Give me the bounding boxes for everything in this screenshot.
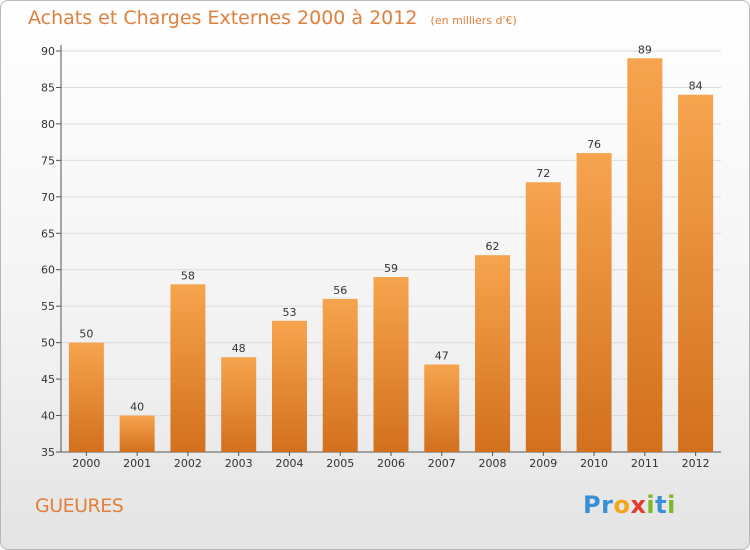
chart-subtitle: (en milliers d'€) <box>430 14 517 27</box>
y-tick-label: 90 <box>41 45 55 58</box>
x-tick-label: 2012 <box>682 457 710 470</box>
bar-2003 <box>221 357 257 452</box>
bar-2008 <box>475 255 511 452</box>
y-tick-label: 45 <box>41 373 55 386</box>
y-tick-label: 50 <box>41 337 55 350</box>
data-labels: 50 40 58 48 53 56 59 47 62 72 76 89 84 <box>79 43 702 413</box>
bar-2004 <box>271 320 307 452</box>
bar-2007 <box>424 364 460 452</box>
x-tick-label: 2010 <box>580 457 608 470</box>
bar-2002 <box>170 284 206 452</box>
y-tick-label: 85 <box>41 81 55 94</box>
proxiti-logo[interactable]: Proxiti <box>583 491 676 519</box>
x-tick-label: 2004 <box>275 457 303 470</box>
x-tick-label: 2007 <box>428 457 456 470</box>
data-label: 84 <box>689 80 703 93</box>
x-tick-label: 2006 <box>377 457 405 470</box>
data-label: 56 <box>333 284 347 297</box>
data-label: 53 <box>282 306 296 319</box>
logo-letter: t <box>655 491 668 519</box>
y-tick-label: 80 <box>41 118 55 131</box>
bar-2011 <box>627 58 663 453</box>
y-tick-label: 75 <box>41 154 55 167</box>
data-label: 59 <box>384 262 398 275</box>
logo-letter: P <box>583 491 602 519</box>
place-name: GUEURES <box>35 495 124 517</box>
bar-2010 <box>576 153 612 452</box>
logo-letter: o <box>613 491 631 519</box>
data-label: 89 <box>638 43 652 56</box>
y-tick-label: 60 <box>41 264 55 277</box>
y-tick-label: 70 <box>41 191 55 204</box>
bar-2005 <box>322 298 358 452</box>
chart-title: Achats et Charges Externes 2000 à 2012 <box>28 7 418 29</box>
x-tick-label: 2009 <box>529 457 557 470</box>
logo-letter: i <box>667 491 676 519</box>
bar-2009 <box>525 182 561 452</box>
x-tick-label: 2011 <box>631 457 659 470</box>
bars <box>68 58 714 453</box>
y-tick-label: 55 <box>41 300 55 313</box>
x-tick-label: 2005 <box>326 457 354 470</box>
data-label: 62 <box>486 240 500 253</box>
data-label: 76 <box>587 138 601 151</box>
y-tick-label: 65 <box>41 227 55 240</box>
axes: 35 40 45 50 55 60 65 70 75 80 85 90 2000 2001 2002 2003… <box>41 45 721 470</box>
data-label: 72 <box>536 167 550 180</box>
data-label: 50 <box>79 328 93 341</box>
y-tick-label: 40 <box>41 410 55 423</box>
logo-letter: i <box>646 491 656 519</box>
bar-2006 <box>373 277 409 452</box>
y-tick-label: 35 <box>41 446 55 459</box>
data-label: 58 <box>181 269 195 282</box>
logo-letter: x <box>630 491 647 519</box>
x-tick-label: 2001 <box>123 457 151 470</box>
x-tick-label: 2002 <box>174 457 202 470</box>
x-tick-label: 2000 <box>72 457 100 470</box>
bar-2012 <box>678 94 714 452</box>
x-tick-label: 2008 <box>479 457 507 470</box>
bar-2001 <box>119 415 155 452</box>
data-label: 47 <box>435 350 449 363</box>
x-tick-label: 2003 <box>225 457 253 470</box>
data-label: 48 <box>232 342 246 355</box>
bar-2000 <box>68 342 104 452</box>
title-row: Achats et Charges Externes 2000 à 2012 (… <box>28 7 517 29</box>
logo-letter: r <box>601 491 614 519</box>
data-label: 40 <box>130 401 144 414</box>
